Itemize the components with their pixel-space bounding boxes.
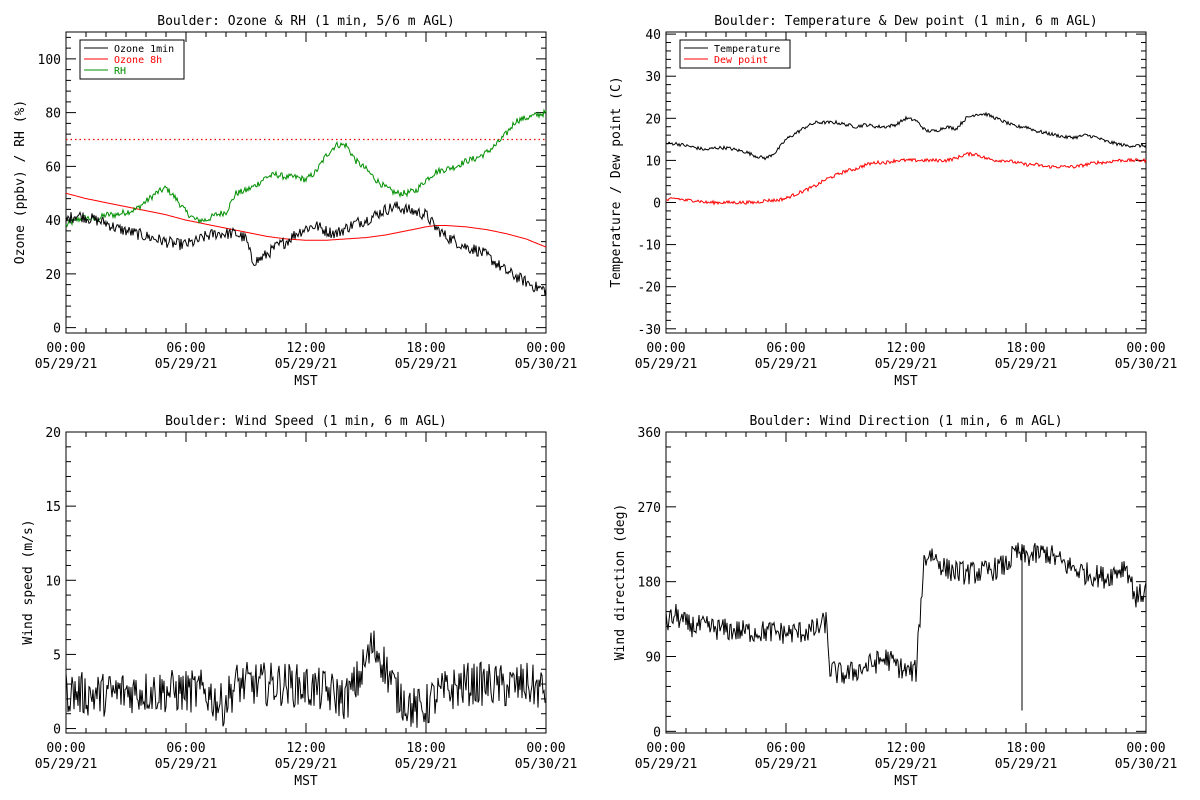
y-tick-label: 5 bbox=[53, 648, 61, 663]
x-tick-date: 05/29/21 bbox=[155, 357, 218, 372]
x-tick-label: 18:00 bbox=[1006, 341, 1045, 356]
x-tick-label: 12:00 bbox=[286, 741, 325, 756]
x-tick-date: 05/30/21 bbox=[1115, 757, 1178, 772]
x-tick-label: 06:00 bbox=[166, 741, 205, 756]
y-tick-label: 40 bbox=[645, 28, 661, 43]
series-line bbox=[665, 111, 1147, 161]
x-tick-label: 00:00 bbox=[526, 341, 565, 356]
x-tick-date: 05/29/21 bbox=[635, 357, 698, 372]
x-tick-label: 00:00 bbox=[646, 741, 685, 756]
y-tick-label: 100 bbox=[38, 53, 61, 68]
chart-title: Boulder: Ozone & RH (1 min, 5/6 m AGL) bbox=[157, 14, 454, 29]
x-tick-date: 05/29/21 bbox=[275, 757, 338, 772]
x-tick-label: 00:00 bbox=[46, 341, 85, 356]
x-tick-date: 05/29/21 bbox=[395, 357, 458, 372]
x-tick-date: 05/29/21 bbox=[275, 357, 338, 372]
x-tick-label: 12:00 bbox=[286, 341, 325, 356]
y-tick-label: 0 bbox=[653, 725, 661, 740]
y-tick-label: 0 bbox=[653, 196, 661, 211]
x-tick-date: 05/29/21 bbox=[875, 757, 938, 772]
y-tick-label: 0 bbox=[53, 322, 61, 337]
x-axis-label: MST bbox=[894, 774, 918, 789]
x-tick-date: 05/30/21 bbox=[515, 357, 578, 372]
x-tick-date: 05/29/21 bbox=[155, 757, 218, 772]
y-tick-label: 20 bbox=[45, 268, 61, 283]
x-axis-label: MST bbox=[894, 374, 918, 389]
x-tick-label: 00:00 bbox=[46, 741, 85, 756]
y-tick-label: -10 bbox=[638, 239, 661, 254]
x-tick-label: 06:00 bbox=[766, 341, 805, 356]
legend-label: Ozone 1min bbox=[114, 44, 174, 55]
y-tick-label: 270 bbox=[638, 501, 661, 516]
x-tick-label: 06:00 bbox=[766, 741, 805, 756]
y-tick-label: 0 bbox=[53, 723, 61, 738]
x-tick-date: 05/29/21 bbox=[995, 357, 1058, 372]
x-tick-date: 05/29/21 bbox=[35, 757, 98, 772]
y-tick-label: 20 bbox=[45, 426, 61, 441]
x-tick-label: 00:00 bbox=[1126, 341, 1165, 356]
plot-frame bbox=[65, 431, 547, 734]
y-tick-label: 60 bbox=[45, 160, 61, 175]
x-tick-label: 18:00 bbox=[1006, 741, 1045, 756]
series-line bbox=[665, 151, 1147, 206]
y-axis-label: Wind speed (m/s) bbox=[21, 519, 36, 644]
y-axis-label: Ozone (ppbv) / RH (%) bbox=[13, 100, 28, 264]
x-tick-date: 05/30/21 bbox=[515, 757, 578, 772]
y-tick-label: 10 bbox=[645, 154, 661, 169]
x-tick-date: 05/29/21 bbox=[995, 757, 1058, 772]
legend-label: Dew point bbox=[714, 55, 768, 66]
ozone-rh-chart: Boulder: Ozone & RH (1 min, 5/6 m AGL) M… bbox=[13, 14, 577, 389]
x-tick-date: 05/29/21 bbox=[35, 357, 98, 372]
y-tick-label: 80 bbox=[45, 107, 61, 122]
chart-title: Boulder: Wind Direction (1 min, 6 m AGL) bbox=[749, 414, 1062, 429]
legend-box bbox=[679, 39, 791, 69]
wind-speed-chart: Boulder: Wind Speed (1 min, 6 m AGL) MST… bbox=[21, 414, 577, 789]
x-tick-date: 05/29/21 bbox=[875, 357, 938, 372]
plot-frame bbox=[665, 31, 1147, 334]
y-tick-label: -20 bbox=[638, 281, 661, 296]
y-axis-label: Temperature / Dew point (C) bbox=[609, 76, 624, 287]
y-tick-label: 180 bbox=[638, 576, 661, 591]
legend-label: RH bbox=[114, 66, 126, 77]
y-tick-label: 40 bbox=[45, 214, 61, 229]
series-line bbox=[65, 192, 547, 248]
plot-frame bbox=[665, 431, 1147, 734]
x-tick-date: 05/29/21 bbox=[635, 757, 698, 772]
series-line bbox=[665, 542, 1147, 684]
x-tick-date: 05/29/21 bbox=[755, 357, 818, 372]
x-tick-date: 05/30/21 bbox=[1115, 357, 1178, 372]
y-tick-label: -30 bbox=[638, 323, 661, 338]
x-axis-label: MST bbox=[294, 774, 318, 789]
temperature-dewpoint-chart: Boulder: Temperature & Dew point (1 min,… bbox=[609, 14, 1177, 389]
x-axis-label: MST bbox=[294, 374, 318, 389]
chart-title: Boulder: Wind Speed (1 min, 6 m AGL) bbox=[165, 414, 447, 429]
y-tick-label: 90 bbox=[645, 651, 661, 666]
x-tick-label: 06:00 bbox=[166, 341, 205, 356]
series-line bbox=[65, 630, 546, 728]
x-tick-date: 05/29/21 bbox=[395, 757, 458, 772]
x-tick-label: 00:00 bbox=[646, 341, 685, 356]
legend-label: Temperature bbox=[714, 44, 780, 55]
y-tick-label: 15 bbox=[45, 500, 61, 515]
x-tick-date: 05/29/21 bbox=[755, 757, 818, 772]
x-tick-label: 00:00 bbox=[526, 741, 565, 756]
x-tick-label: 18:00 bbox=[406, 341, 445, 356]
y-tick-label: 30 bbox=[645, 70, 661, 85]
y-tick-label: 20 bbox=[645, 112, 661, 127]
series-line bbox=[65, 201, 547, 295]
x-tick-label: 12:00 bbox=[886, 341, 925, 356]
wind-direction-chart: Boulder: Wind Direction (1 min, 6 m AGL)… bbox=[613, 414, 1177, 789]
series-line bbox=[65, 108, 547, 228]
x-tick-label: 12:00 bbox=[886, 741, 925, 756]
chart-title: Boulder: Temperature & Dew point (1 min,… bbox=[714, 14, 1098, 29]
y-axis-label: Wind direction (deg) bbox=[613, 504, 628, 661]
y-tick-label: 360 bbox=[638, 426, 661, 441]
y-tick-label: 10 bbox=[45, 574, 61, 589]
x-tick-label: 18:00 bbox=[406, 741, 445, 756]
x-tick-label: 00:00 bbox=[1126, 741, 1165, 756]
legend-label: Ozone 8h bbox=[114, 55, 162, 66]
